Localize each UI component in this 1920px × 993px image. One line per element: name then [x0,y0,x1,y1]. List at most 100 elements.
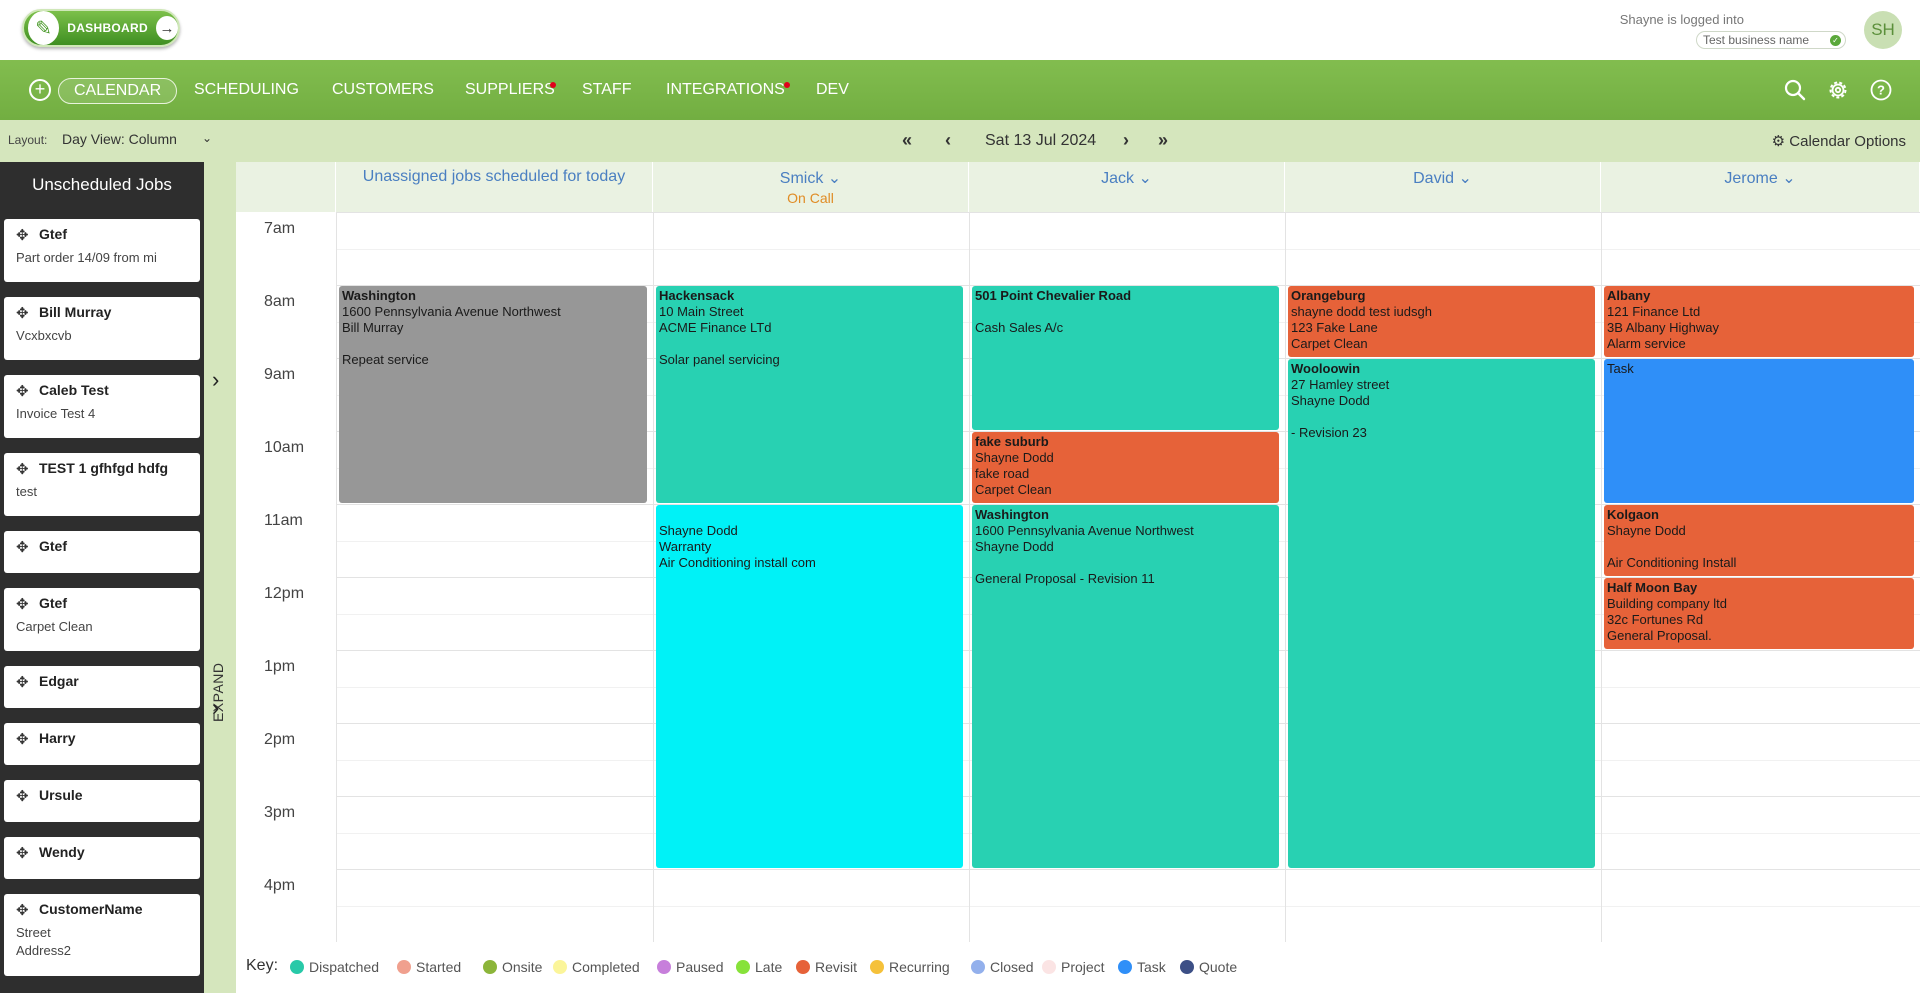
main-nav: + CALENDAR SCHEDULING CUSTOMERS SUPPLIER… [0,60,1920,120]
job-title: Albany [1607,288,1651,303]
nav-staff[interactable]: STAFF [582,81,632,98]
job-title: Gtef [39,538,67,554]
layout-select[interactable]: Day View: Column ⌄ [62,131,212,147]
layout-label: Layout: [8,133,48,147]
add-icon[interactable]: + [29,79,51,101]
help-icon[interactable]: ? [1869,78,1893,102]
current-date[interactable]: Sat 13 Jul 2024 [985,132,1097,149]
avatar[interactable]: SH [1864,11,1902,49]
unscheduled-job-card[interactable]: ✥ Bill Murray Vcxbxcvb [4,297,200,360]
prev-day-icon[interactable]: ‹ [945,130,951,150]
key-label: Key: [246,957,279,974]
move-icon[interactable]: ✥ [16,227,29,244]
nav-scheduling[interactable]: SCHEDULING [194,81,299,98]
move-icon[interactable]: ✥ [16,731,29,748]
job-line: General Proposal - Revision 11 [975,571,1155,586]
job-block[interactable]: 501 Point Chevalier Road Cash Sales A/c [972,286,1279,430]
unscheduled-job-card[interactable]: ✥ Gtef Carpet Clean [4,588,200,651]
chevron-down-icon: ⌄ [1458,170,1472,187]
dashboard-button[interactable]: ✎ DASHBOARD → [22,9,180,47]
job-line: test [16,484,37,499]
job-line: Shayne Dodd [975,539,1054,554]
nav-integrations[interactable]: INTEGRATIONS [666,81,785,98]
job-block[interactable]: Washington 1600 Pennsylvania Avenue North… [972,505,1279,868]
move-icon[interactable]: ✥ [16,461,29,478]
expand-strip[interactable]: › EXPAND › [204,162,236,993]
nav-calendar[interactable]: CALENDAR [58,78,178,104]
job-block[interactable]: Albany 121 Finance Ltd 3B Albany Highway Al… [1604,286,1914,357]
move-icon[interactable]: ✥ [16,305,29,322]
move-icon[interactable]: ✥ [16,674,29,691]
job-title: Washington [975,507,1049,522]
job-title: Kolgaon [1607,507,1659,522]
job-line: shayne dodd test iudsgh [1291,304,1432,319]
tools-logo-icon: ✎ [28,11,60,45]
unscheduled-job-card[interactable]: ✥ Gtef [4,531,200,573]
job-line: Air Conditioning Install [1607,555,1737,570]
chevron-right-icon[interactable]: › [212,367,220,392]
unscheduled-job-card[interactable]: ✥ Edgar [4,666,200,708]
hour-label: 12pm [264,585,305,602]
business-selector[interactable]: Test business name ✓ [1696,31,1846,49]
move-icon[interactable]: ✥ [16,383,29,400]
calendar-options-button[interactable]: ⚙ Calendar Options [1772,132,1906,150]
job-block[interactable]: Orangeburg shayne dodd test iudsgh 123 Fak… [1288,286,1595,357]
column-header-jack[interactable]: Jack ⌄ [969,162,1285,212]
job-line: Solar panel servicing [659,352,780,367]
key-color-dot [553,960,567,974]
unscheduled-job-card[interactable]: ✥ Ursule [4,780,200,822]
job-title: Bill Murray [39,304,112,320]
job-block[interactable]: Half Moon Bay Building company ltd 32c For… [1604,578,1914,649]
gear-icon[interactable] [1826,78,1850,102]
move-icon[interactable]: ✥ [16,788,29,805]
job-block[interactable]: Shayne Dodd Warranty Air Conditioning inst… [656,505,963,868]
move-icon[interactable]: ✥ [16,902,29,919]
chevron-down-icon: ⌄ [1782,170,1796,187]
integrations-notification-dot [784,82,790,88]
next-day-icon[interactable]: › [1123,130,1129,150]
move-icon[interactable]: ✥ [16,596,29,613]
column-header-jerome[interactable]: Jerome ⌄ [1601,162,1920,212]
job-title: Half Moon Bay [1607,580,1698,595]
key-item: Revisit [796,959,857,975]
job-line: Carpet Clean [1291,336,1368,351]
column-separator [653,212,654,942]
unscheduled-job-card[interactable]: ✥ Wendy [4,837,200,879]
job-line: 3B Albany Highway [1607,320,1720,335]
job-line: Air Conditioning install com [659,555,816,570]
unscheduled-job-card[interactable]: ✥ Harry [4,723,200,765]
dashboard-label: DASHBOARD [67,21,148,35]
move-icon[interactable]: ✥ [16,539,29,556]
unscheduled-job-card[interactable]: ✥ Gtef Part order 14/09 from mi [4,219,200,282]
job-block[interactable]: Hackensack 10 Main Street ACME Finance LTd… [656,286,963,503]
column-header-david[interactable]: David ⌄ [1285,162,1601,212]
nav-dev[interactable]: DEV [816,81,849,98]
job-line [975,555,1276,571]
nav-suppliers[interactable]: SUPPLIERS [465,81,555,98]
job-block[interactable]: Task [1604,359,1914,503]
job-block[interactable]: Wooloowin 27 Hamley street Shayne Dodd - Re… [1288,359,1595,868]
column-header-smick[interactable]: Smick ⌄ On Call [653,162,969,212]
hour-line [336,431,1920,432]
search-icon[interactable] [1783,78,1807,102]
job-line: Repeat service [342,352,429,367]
move-icon[interactable]: ✥ [16,845,29,862]
unscheduled-job-card[interactable]: ✥ TEST 1 gfhfgd hdfg test [4,453,200,516]
nav-customers[interactable]: CUSTOMERS [332,81,434,98]
job-block[interactable]: fake suburb Shayne Dodd fake road Carpet Cl… [972,432,1279,503]
job-line: Building company ltd [1607,596,1727,611]
job-title: Wooloowin [1291,361,1361,376]
calendar-toolbar: Layout: Day View: Column ⌄ « ‹ Sat 13 Ju… [0,120,1920,162]
job-line: 123 Fake Lane [1291,320,1378,335]
hour-label: 8am [264,293,296,310]
first-page-icon[interactable]: « [902,130,913,150]
key-item-label: Late [755,959,783,975]
unscheduled-job-card[interactable]: ✥ Caleb Test Invoice Test 4 [4,375,200,438]
job-line: Shayne Dodd [1291,393,1370,408]
last-page-icon[interactable]: » [1158,130,1169,150]
job-block[interactable]: Kolgaon Shayne Dodd Air Conditioning Insta… [1604,505,1914,576]
unscheduled-job-card[interactable]: ✥ CustomerName Street Address2 [4,894,200,976]
job-block[interactable]: Washington 1600 Pennsylvania Avenue North… [339,286,647,503]
chevron-right-icon[interactable]: › [212,695,220,720]
job-line: Invoice Test 4 [16,406,96,421]
